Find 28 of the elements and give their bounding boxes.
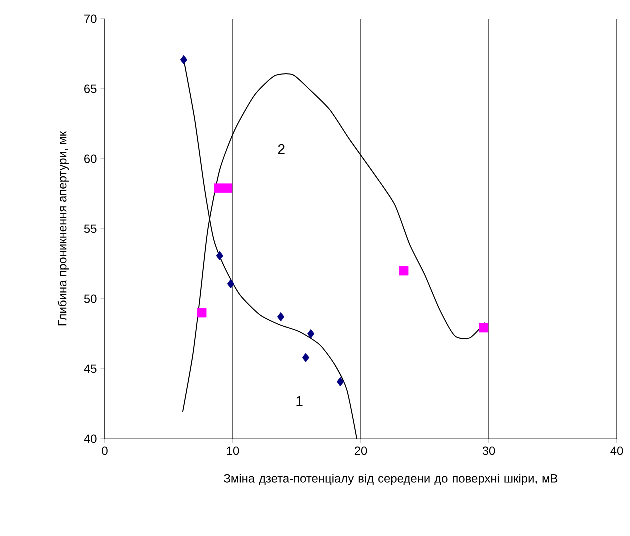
- point: [197, 308, 207, 318]
- y-tick-label: 65: [84, 84, 97, 94]
- point: [214, 184, 224, 194]
- y-tick-label: 50: [84, 294, 97, 304]
- y-tick-label: 60: [84, 154, 97, 164]
- x-tick-label: 20: [354, 446, 368, 456]
- point: [336, 377, 344, 387]
- annotation: 1: [296, 396, 303, 406]
- point: [227, 279, 235, 289]
- point: [216, 251, 224, 261]
- point: [277, 312, 285, 322]
- x-axis-title: Зміна дзета-потенціалу від середени до поверхні шкіри, мВ: [224, 474, 558, 486]
- x-tick-label: 30: [482, 446, 496, 456]
- x-tick-label: 40: [610, 446, 624, 456]
- y-tick-label: 55: [84, 224, 97, 234]
- annotation: 2: [278, 144, 285, 154]
- x-tick-label: 10: [227, 446, 240, 456]
- y-axis-title: Глибина проникнення апертури, мк: [58, 131, 70, 326]
- x-tick-label: 0: [102, 446, 108, 456]
- point: [308, 329, 315, 339]
- point: [302, 353, 310, 362]
- point: [399, 266, 409, 276]
- point: [223, 184, 233, 194]
- point: [479, 323, 489, 333]
- y-tick-label: 70: [84, 14, 97, 24]
- y-tick-label: 45: [84, 364, 97, 374]
- point: [180, 55, 188, 65]
- y-tick-label: 40: [84, 434, 97, 444]
